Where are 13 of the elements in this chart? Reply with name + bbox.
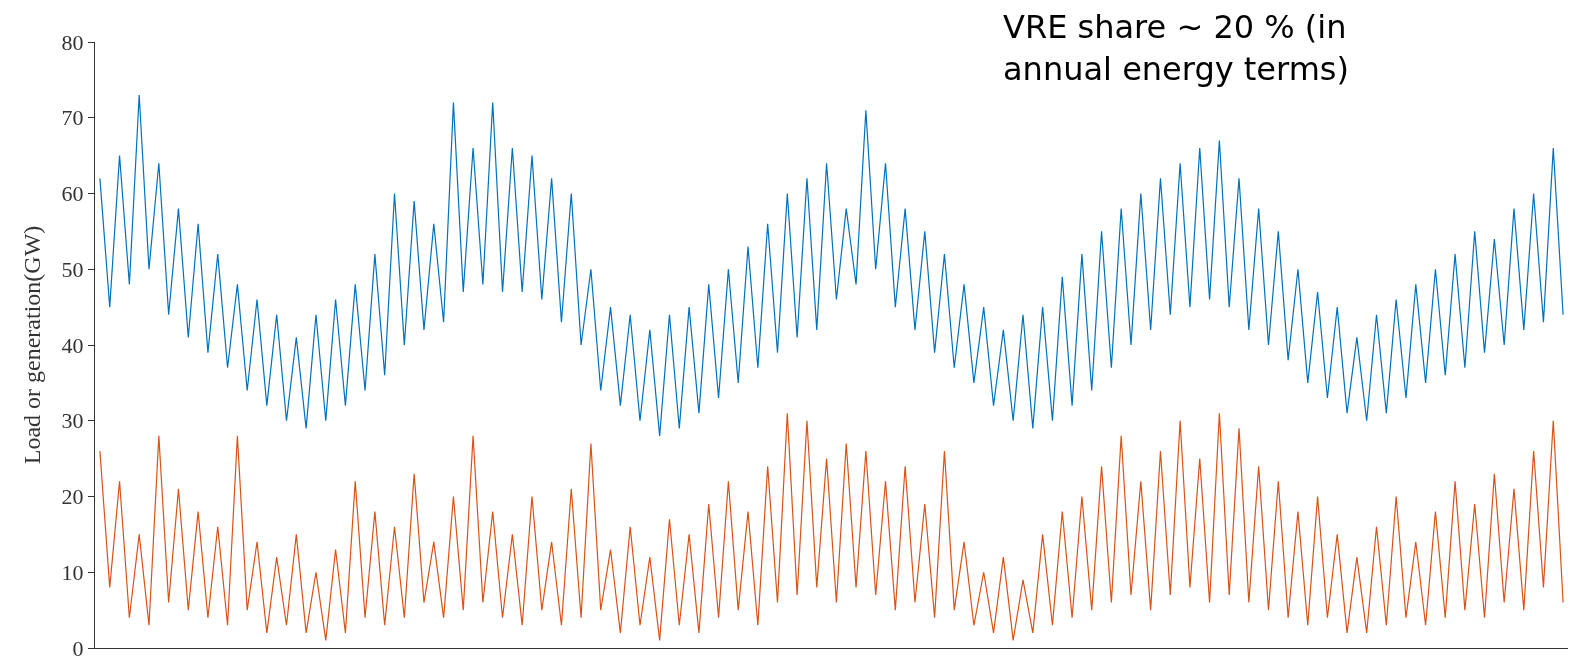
line-series xyxy=(99,94,1564,437)
y-axis-title: Load or generation(GW) xyxy=(18,225,45,465)
y-tick-label: 20 xyxy=(61,484,84,510)
y-tick-label: 30 xyxy=(61,408,84,434)
y-tick-label: 0 xyxy=(72,635,84,661)
y-tick-label: 60 xyxy=(61,181,84,207)
y-tick-label: 40 xyxy=(61,332,84,358)
y-tick-label: 50 xyxy=(61,256,84,282)
y-tick-label: 10 xyxy=(61,559,84,585)
y-tick-label: 80 xyxy=(61,29,84,55)
y-tick-label: 70 xyxy=(61,105,84,131)
line-series xyxy=(99,412,1564,642)
annotation: VRE share ~ 20 % (in annual energy terms) xyxy=(1003,8,1349,88)
